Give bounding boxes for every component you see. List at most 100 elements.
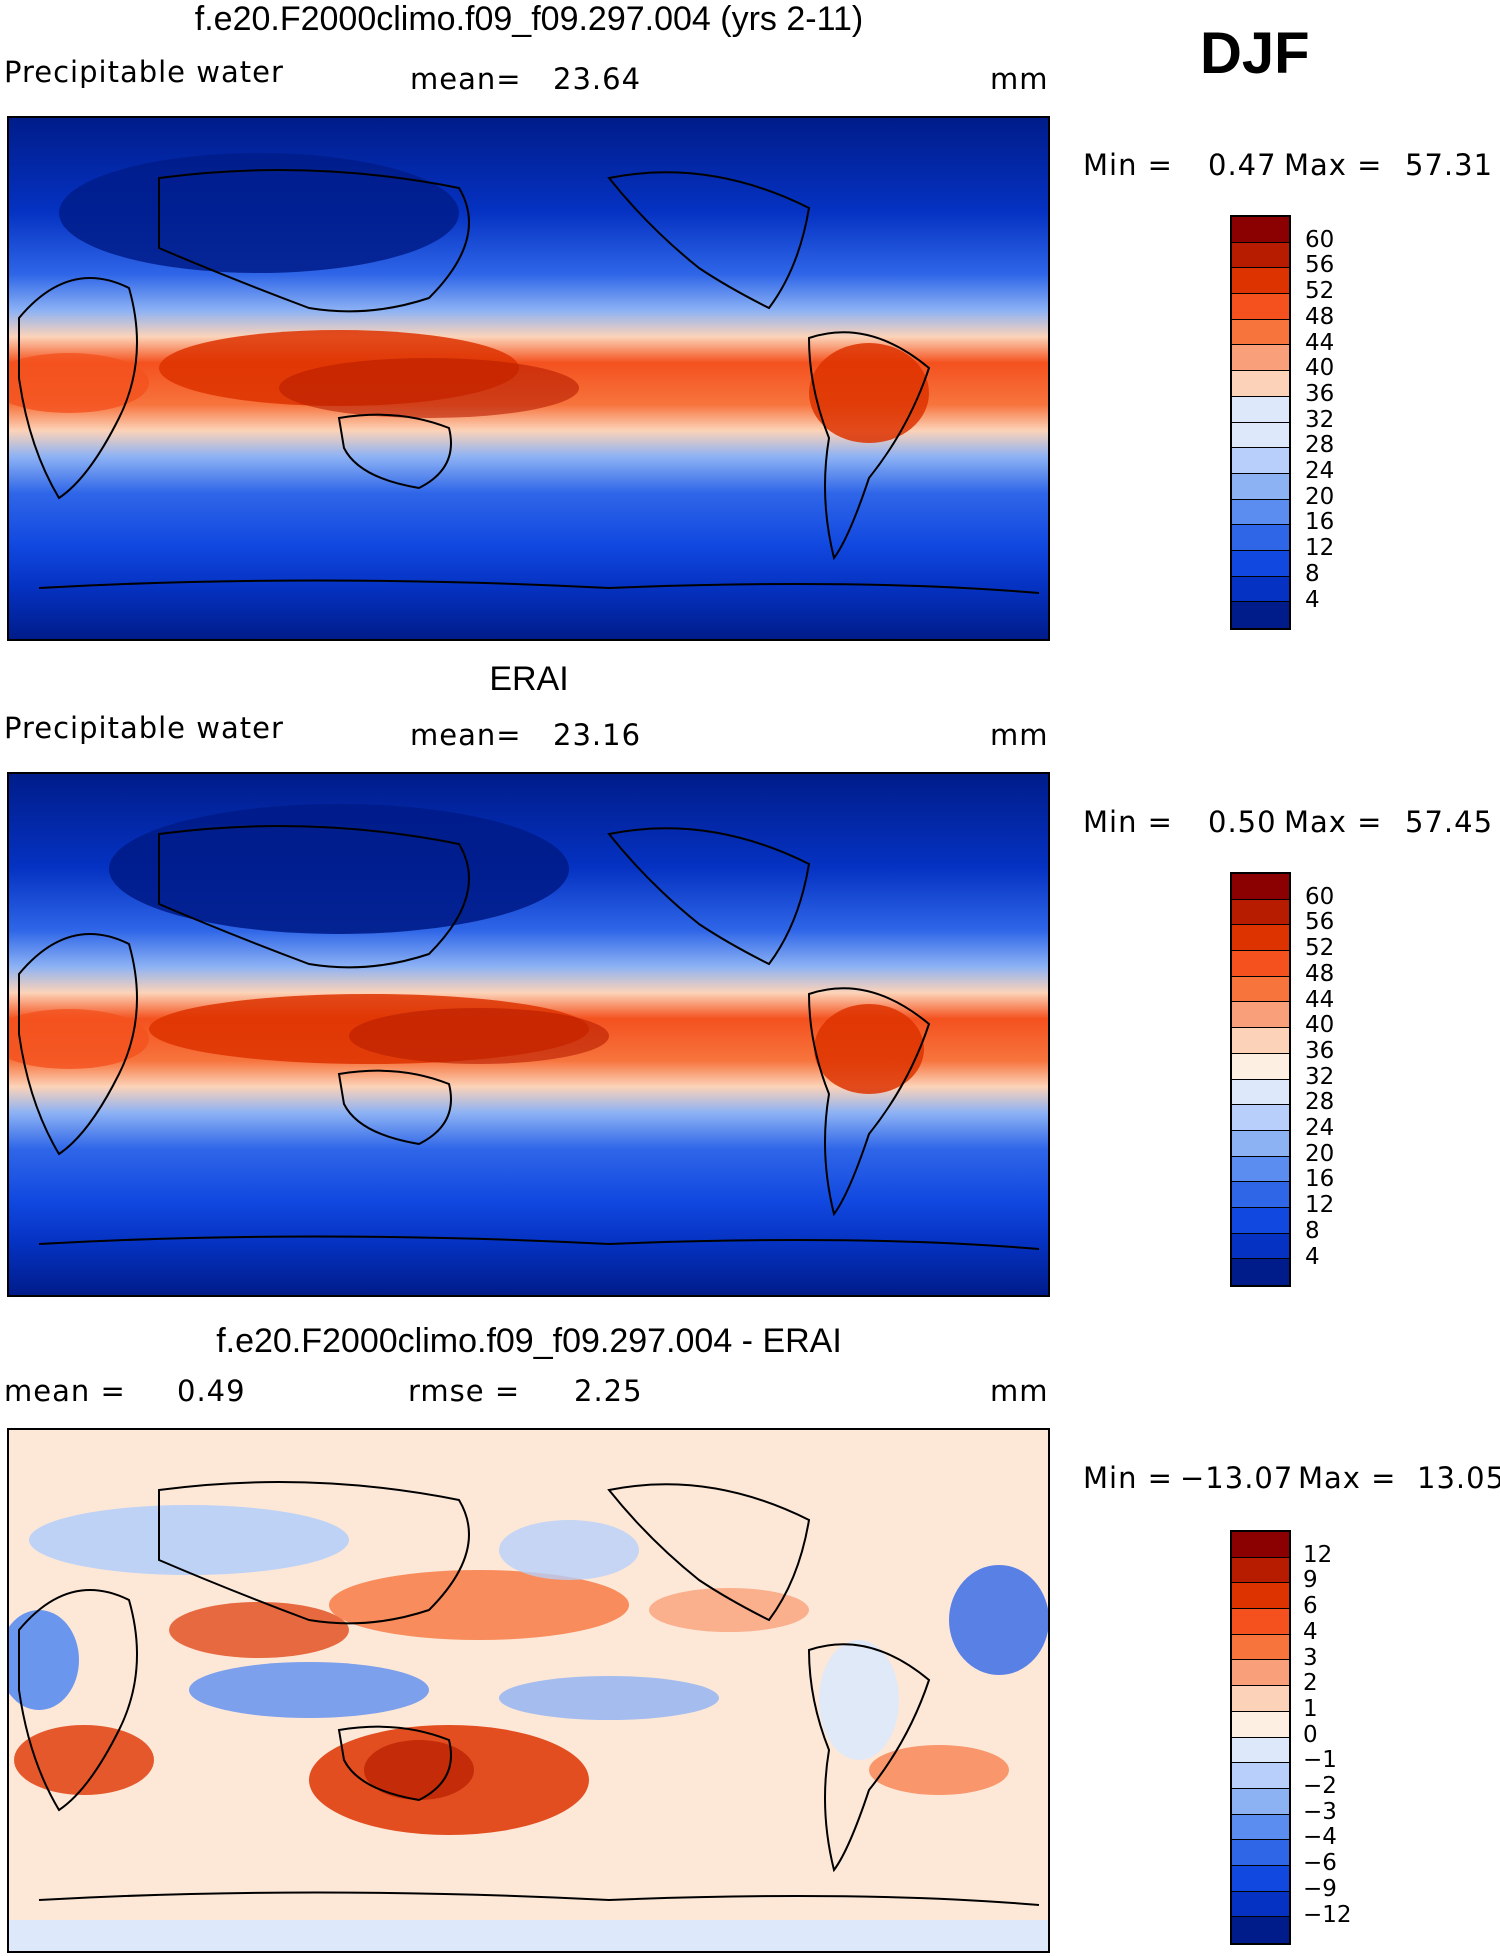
panel1-mean-value: 23.64	[553, 62, 642, 96]
colorbar-cell	[1232, 525, 1289, 551]
colorbar-cell	[1232, 1583, 1289, 1610]
panel1-map	[7, 116, 1050, 641]
colorbar-label: 56	[1305, 252, 1335, 279]
colorbar-label: 4	[1305, 1243, 1320, 1270]
panel3-max-value: 13.05	[1417, 1461, 1500, 1495]
colorbar-label: 60	[1305, 226, 1335, 253]
colorbar-label: 28	[1305, 1089, 1335, 1116]
colorbar-cell	[1232, 1532, 1289, 1558]
panel2-colorbar	[1230, 872, 1291, 1287]
colorbar-label: 12	[1303, 1541, 1333, 1568]
panel3-min-value: −13.07	[1180, 1461, 1294, 1495]
colorbar-cell	[1232, 602, 1289, 628]
panel1-mean-label: mean=	[410, 62, 522, 96]
colorbar-label: 24	[1305, 458, 1335, 484]
colorbar-label: 8	[1305, 1217, 1320, 1244]
colorbar-label: 56	[1305, 909, 1335, 936]
colorbar-cell	[1232, 1840, 1289, 1866]
colorbar-cell	[1232, 1763, 1289, 1789]
colorbar-cell	[1232, 1557, 1289, 1584]
colorbar-cell	[1232, 899, 1289, 926]
colorbar-cell	[1232, 576, 1289, 603]
colorbar-label: −6	[1303, 1850, 1337, 1877]
colorbar-label: −4	[1303, 1824, 1337, 1851]
colorbar-label: 0	[1303, 1721, 1318, 1748]
panel1-title: f.e20.F2000climo.f09_f09.297.004 (yrs 2-…	[194, 0, 864, 38]
colorbar-cell	[1232, 448, 1289, 474]
colorbar-cell	[1232, 294, 1289, 320]
colorbar-cell	[1232, 1207, 1289, 1234]
colorbar-cell	[1232, 396, 1289, 423]
colorbar-label: −1	[1303, 1747, 1337, 1774]
season-label: DJF	[1200, 21, 1310, 86]
colorbar-cell	[1232, 1002, 1289, 1029]
colorbar-cell	[1232, 1788, 1289, 1815]
panel1-colorbar	[1230, 215, 1291, 630]
colorbar-label: 40	[1305, 1012, 1335, 1039]
colorbar-cell	[1232, 1130, 1289, 1157]
colorbar-label: 1	[1303, 1695, 1318, 1722]
colorbar-label: 16	[1305, 509, 1335, 536]
colorbar-label: 9	[1303, 1567, 1318, 1594]
colorbar-label: 28	[1305, 432, 1335, 459]
colorbar-label: 48	[1305, 960, 1335, 987]
colorbar-label: 44	[1305, 329, 1335, 356]
panel3-mean-value: 0.49	[177, 1374, 246, 1408]
colorbar-label: 20	[1305, 483, 1335, 510]
panel2-map	[7, 772, 1050, 1297]
panel3-rmse-label: rmse =	[408, 1374, 521, 1408]
colorbar-cell	[1232, 1814, 1289, 1841]
colorbar-cell	[1232, 550, 1289, 577]
colorbar-cell	[1232, 1233, 1289, 1260]
colorbar-label: 8	[1305, 560, 1320, 587]
colorbar-label: −12	[1303, 1901, 1352, 1928]
colorbar-label: 60	[1305, 883, 1335, 910]
colorbar-cell	[1232, 242, 1289, 269]
panel3-rmse-value: 2.25	[574, 1374, 643, 1408]
panel2-units: mm	[990, 718, 1049, 752]
panel1-min-value: 0.47	[1208, 148, 1277, 182]
panel3-colorbar	[1230, 1530, 1291, 1945]
panel3-mean-label: mean =	[4, 1374, 126, 1408]
colorbar-cell	[1232, 1686, 1289, 1712]
colorbar-label: 4	[1305, 586, 1320, 613]
colorbar-cell	[1232, 874, 1289, 900]
colorbar-cell	[1232, 319, 1289, 346]
colorbar-cell	[1232, 345, 1289, 372]
colorbar-label: 36	[1305, 380, 1335, 407]
colorbar-label: −9	[1303, 1875, 1337, 1902]
panel3-map	[7, 1428, 1050, 1953]
colorbar-cell	[1232, 1609, 1289, 1635]
colorbar-label: 32	[1305, 1063, 1335, 1090]
panel2-mean-label: mean=	[410, 718, 522, 752]
colorbar-cell	[1232, 1737, 1289, 1764]
colorbar-label: 16	[1305, 1166, 1335, 1193]
colorbar-cell	[1232, 422, 1289, 449]
colorbar-label: 36	[1305, 1037, 1335, 1064]
colorbar-label: 6	[1303, 1593, 1318, 1620]
panel1-min-label: Min =	[1083, 148, 1173, 182]
colorbar-label: 52	[1305, 935, 1335, 962]
colorbar-cell	[1232, 925, 1289, 952]
colorbar-cell	[1232, 1156, 1289, 1183]
panel3-min-label: Min =	[1083, 1461, 1173, 1495]
colorbar-label: 48	[1305, 303, 1335, 330]
panel1-max-label: Max =	[1284, 148, 1383, 182]
panel2-min-value: 0.50	[1208, 805, 1277, 839]
colorbar-cell	[1232, 1711, 1289, 1738]
colorbar-label: 32	[1305, 406, 1335, 433]
colorbar-cell	[1232, 268, 1289, 295]
panel2-mean-value: 23.16	[553, 718, 642, 752]
colorbar-cell	[1232, 1079, 1289, 1106]
colorbar-label: −3	[1303, 1798, 1337, 1825]
colorbar-cell	[1232, 1865, 1289, 1892]
colorbar-cell	[1232, 371, 1289, 397]
panel2-title: ERAI	[489, 660, 569, 698]
panel1-variable-label: Precipitable water	[4, 55, 284, 89]
panel2-max-value: 57.45	[1405, 805, 1494, 839]
panel3-title: f.e20.F2000climo.f09_f09.297.004 - ERAI	[216, 1322, 842, 1360]
panel2-min-label: Min =	[1083, 805, 1173, 839]
colorbar-label: 24	[1305, 1115, 1335, 1141]
colorbar-label: 44	[1305, 986, 1335, 1013]
colorbar-cell	[1232, 1053, 1289, 1080]
